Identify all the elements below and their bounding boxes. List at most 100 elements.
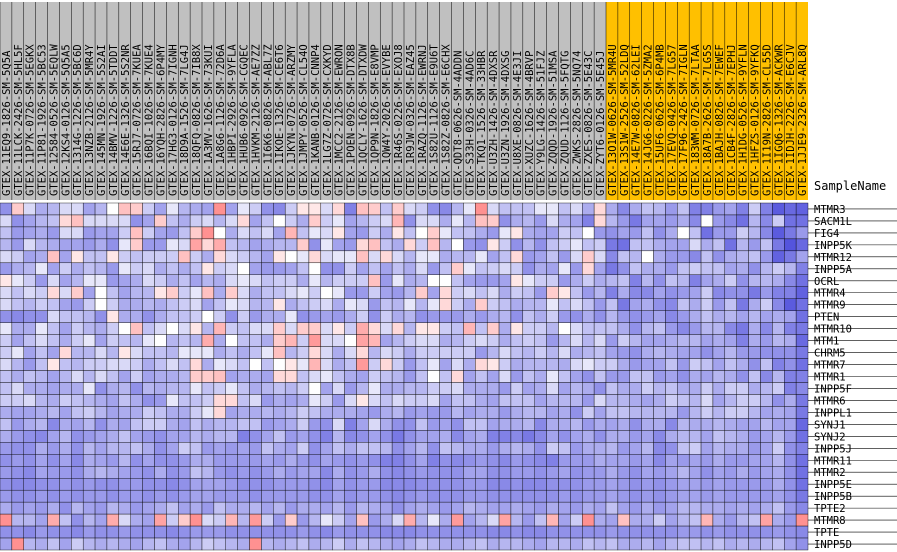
heatmap-cell: [130, 250, 143, 264]
heatmap-cell: [558, 250, 571, 264]
heatmap-cell: [748, 298, 761, 311]
heatmap-cell: [0, 274, 13, 287]
heatmap-cell: [605, 418, 619, 431]
heatmap-cell: [94, 286, 108, 299]
heatmap-cell: [415, 406, 428, 419]
heatmap-cell: [71, 489, 84, 503]
heatmap-cell: [261, 346, 274, 359]
heatmap-cell: [665, 501, 678, 515]
heatmap-cell: [273, 442, 286, 455]
heatmap-cell: [166, 406, 179, 419]
heatmap-cell: [23, 418, 36, 431]
heatmap-cell: [332, 442, 345, 455]
heatmap-cell: [82, 214, 96, 228]
heatmap-cell: [118, 202, 131, 216]
heatmap-cell: [510, 298, 524, 311]
heatmap-cell: [368, 346, 381, 359]
heatmap-cell: [677, 489, 690, 503]
heatmap-cell: [700, 298, 714, 311]
heatmap-cell: [47, 525, 60, 539]
heatmap-cell: [665, 202, 678, 216]
heatmap-cell: [688, 525, 702, 539]
heatmap-cell: [510, 214, 524, 228]
heatmap-cell: [0, 394, 13, 407]
heatmap-cell: [605, 322, 619, 335]
heatmap-cell: [784, 274, 797, 287]
heatmap-cell: [653, 501, 666, 515]
heatmap-cell: [498, 310, 512, 323]
heatmap-cell: [629, 394, 642, 407]
heatmap-cell: [213, 334, 226, 347]
heatmap-cell: [380, 322, 393, 335]
heatmap-cell: [475, 346, 488, 359]
heatmap-cell: [47, 513, 60, 527]
heatmap-cell: [249, 466, 262, 479]
sample-label: GTEX-1HVKM-2126-SM-AE7ZZ: [250, 44, 262, 196]
heatmap-cell: [653, 418, 666, 431]
heatmap-cell: [439, 442, 452, 455]
heatmap-cell: [617, 478, 630, 491]
heatmap-cell: [724, 298, 737, 311]
heatmap-cell: [795, 478, 809, 491]
heatmap-cell: [130, 406, 143, 419]
heatmap-cell: [296, 310, 310, 323]
heatmap-cell: [795, 513, 809, 527]
heatmap-cell: [261, 358, 274, 371]
heatmap-cell: [178, 394, 191, 407]
heatmap-cell: [534, 298, 547, 311]
heatmap-cell: [415, 454, 428, 467]
heatmap-cell: [391, 370, 405, 383]
heatmap-cell: [415, 226, 428, 240]
heatmap-cell: [106, 334, 120, 347]
heatmap-cell: [427, 394, 440, 407]
sample-label: GTEX-U3ZN-1926-SM-4DXSG: [500, 51, 512, 196]
heatmap-cell: [795, 334, 809, 347]
heatmap-cell: [166, 370, 179, 383]
heatmap-cell: [415, 537, 428, 551]
heatmap-cell: [546, 406, 559, 419]
heatmap-cell: [795, 430, 809, 443]
heatmap-cell: [130, 274, 143, 287]
heatmap-cell: [308, 394, 322, 407]
heatmap-cell: [261, 537, 274, 551]
heatmap-cell: [35, 394, 48, 407]
heatmap-cell: [35, 274, 48, 287]
heatmap-cell: [403, 214, 417, 228]
heatmap-cell: [71, 466, 84, 479]
heatmap-cell: [0, 442, 13, 455]
heatmap-cell: [795, 489, 809, 503]
heatmap-cell: [593, 370, 607, 383]
heatmap-cell: [178, 513, 191, 527]
heatmap-cell: [760, 274, 773, 287]
heatmap-cell: [368, 418, 381, 431]
heatmap-cell: [463, 382, 476, 395]
heatmap-cell: [94, 334, 108, 347]
heatmap-cell: [486, 501, 500, 515]
heatmap-cell: [748, 513, 761, 527]
heatmap-cell: [795, 418, 809, 431]
heatmap-cell: [498, 478, 512, 491]
heatmap-cell: [700, 513, 714, 527]
heatmap-cell: [71, 454, 84, 467]
heatmap-cell: [344, 298, 357, 311]
heatmap-cell: [106, 418, 120, 431]
heatmap-cell: [463, 226, 476, 240]
heatmap-cell: [688, 334, 702, 347]
heatmap-cell: [617, 466, 630, 479]
heatmap-cell: [142, 394, 155, 407]
heatmap-cell: [118, 454, 131, 467]
heatmap-cell: [23, 262, 36, 275]
heatmap-cell: [784, 250, 797, 264]
heatmap-cell: [142, 214, 155, 228]
heatmap-cell: [736, 238, 749, 252]
heatmap-cell: [665, 346, 678, 359]
heatmap-cell: [510, 513, 524, 527]
heatmap-cell: [593, 525, 607, 539]
heatmap-cell: [118, 250, 131, 264]
heatmap-cell: [118, 262, 131, 275]
heatmap-cell: [320, 286, 333, 299]
heatmap-cell: [154, 382, 167, 395]
heatmap-cell: [486, 418, 500, 431]
heatmap-cell: [368, 513, 381, 527]
heatmap-cell: [11, 214, 24, 228]
